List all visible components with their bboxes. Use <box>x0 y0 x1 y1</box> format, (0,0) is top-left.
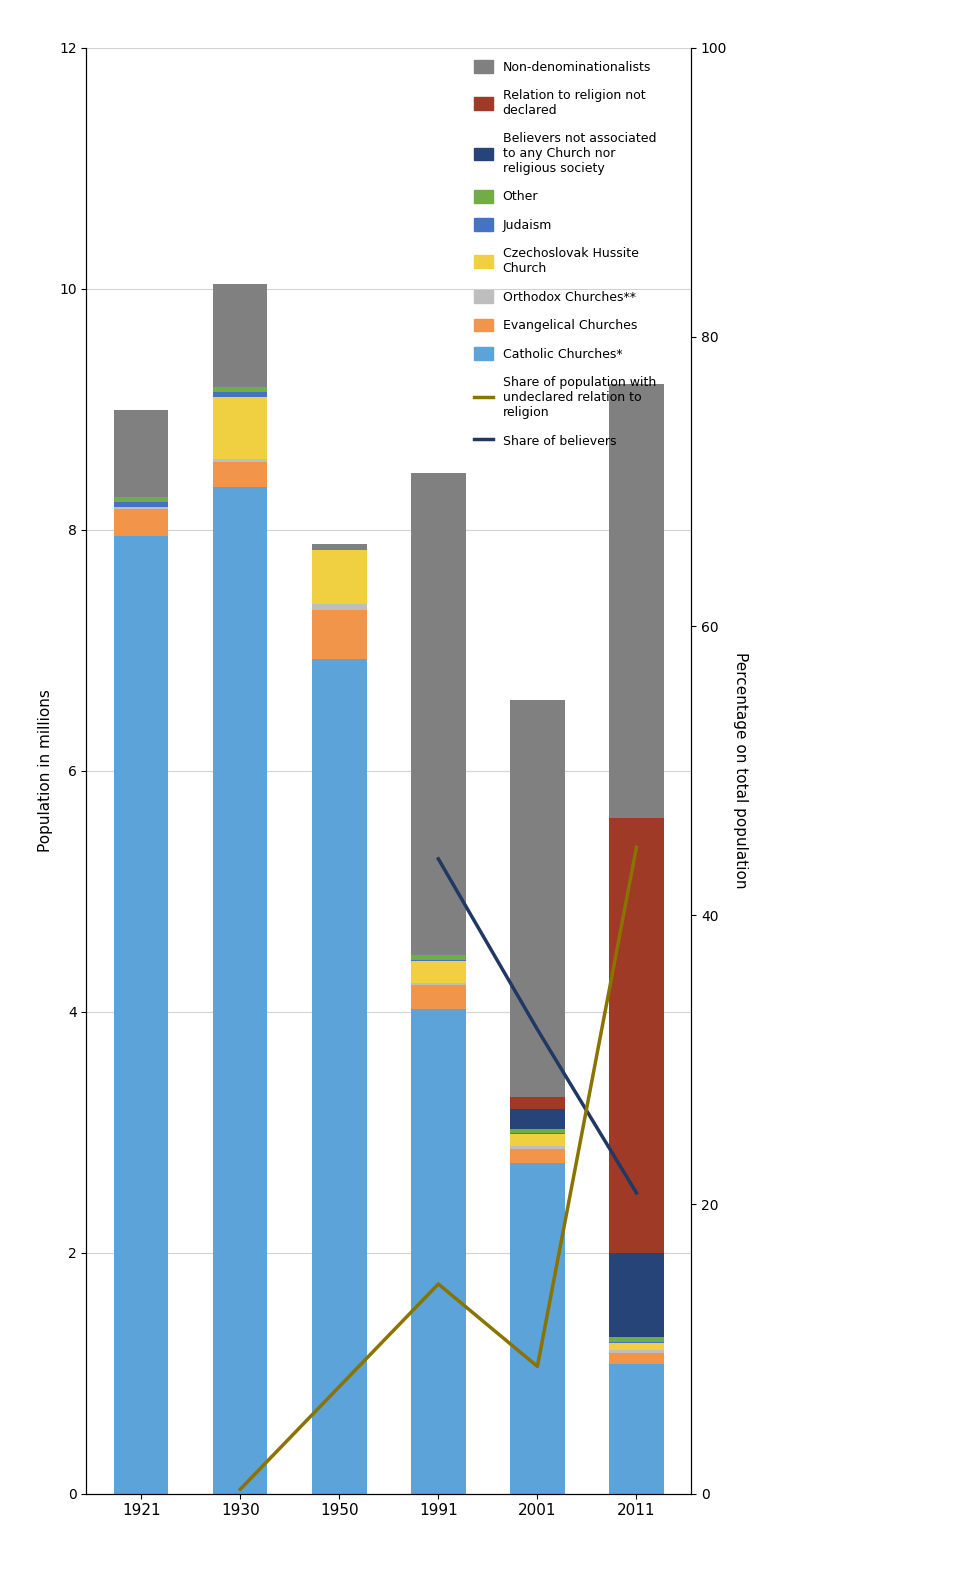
Bar <box>510 1135 564 1146</box>
Bar <box>114 508 168 535</box>
Bar <box>510 1096 564 1109</box>
Bar <box>114 502 168 507</box>
Bar <box>411 1009 466 1494</box>
Bar <box>411 985 466 1009</box>
Bar <box>510 1163 564 1494</box>
Bar <box>213 284 268 386</box>
Bar <box>610 1252 663 1336</box>
Bar <box>610 818 663 1252</box>
Bar <box>114 497 168 502</box>
Bar <box>510 701 564 1096</box>
Bar <box>510 1149 564 1163</box>
Bar <box>312 604 367 610</box>
Y-axis label: Percentage on total population: Percentage on total population <box>733 653 748 888</box>
Bar <box>312 610 367 658</box>
Bar <box>610 1351 663 1352</box>
Bar <box>411 955 466 960</box>
Bar <box>213 462 268 488</box>
Bar <box>610 1336 663 1341</box>
Bar <box>411 474 466 955</box>
Bar <box>610 1343 663 1351</box>
Bar <box>510 1109 564 1130</box>
Bar <box>312 658 367 1494</box>
Bar <box>213 392 268 397</box>
Bar <box>312 550 367 604</box>
Bar <box>114 507 168 508</box>
Y-axis label: Population in millions: Population in millions <box>38 690 54 852</box>
Bar <box>213 386 268 392</box>
Bar <box>213 459 268 462</box>
Bar <box>610 385 663 818</box>
Bar <box>610 1363 663 1494</box>
Bar <box>411 961 466 982</box>
Bar <box>510 1146 564 1149</box>
Bar <box>411 982 466 985</box>
Bar <box>510 1130 564 1133</box>
Bar <box>114 410 168 497</box>
Bar <box>610 1352 663 1363</box>
Bar <box>213 488 268 1494</box>
Bar <box>213 397 268 459</box>
Bar <box>114 535 168 1494</box>
Bar <box>312 543 367 550</box>
Legend: Non-denominationalists, Relation to religion not
declared, Believers not associa: Non-denominationalists, Relation to reli… <box>468 54 662 454</box>
